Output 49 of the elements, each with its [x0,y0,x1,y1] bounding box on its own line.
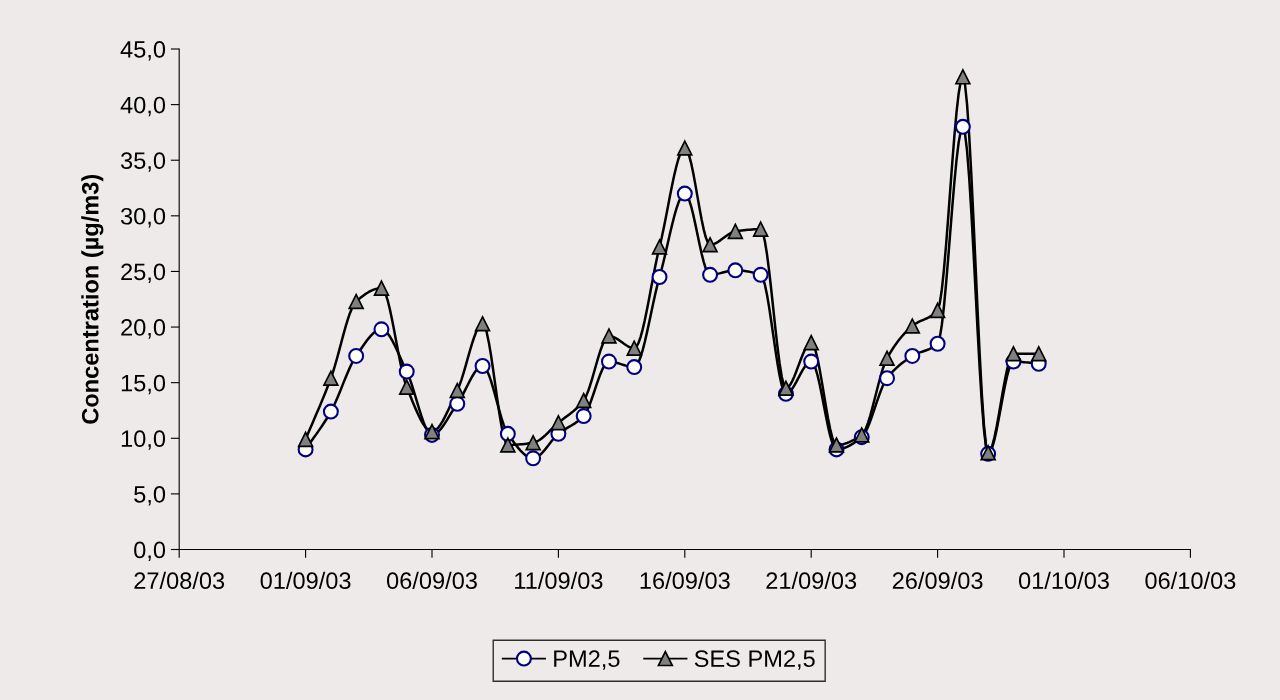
point [626,340,643,356]
point [550,414,567,431]
y-tick-label: 0,0 [134,541,166,562]
y-tick-label: 35,0 [120,152,166,172]
point [601,328,617,344]
x-tick-label: 01/09/03 [260,571,351,590]
point [500,437,516,453]
point [373,280,390,296]
point [474,315,491,332]
y-axis-title: Concentration (µg/m3) [81,174,104,424]
point [677,140,693,156]
point [778,380,794,397]
point [702,236,718,253]
y-tick-label: 45,0 [120,41,166,61]
x-tick-label: 06/10/03 [1145,571,1236,590]
y-tick-label: 10,0 [121,430,166,450]
point [297,431,314,448]
x-tick-label: 06/09/03 [386,571,477,590]
point [803,334,819,351]
y-tick-label: 15,0 [121,374,166,395]
point [323,370,339,386]
point [955,69,971,85]
point [879,350,895,366]
point [929,302,946,319]
x-tick-label: 11/09/03 [515,571,603,590]
point [1030,345,1047,362]
point [752,221,769,237]
point [904,318,921,334]
point [348,293,364,310]
x-tick-label: 01/10/03 [1018,571,1109,590]
x-tick-label: 21/09/03 [766,571,857,590]
x-tick-label: 16/09/03 [640,571,730,590]
point [449,382,466,399]
point [1005,345,1022,362]
point [727,223,744,240]
y-tick-label: 40,0 [120,96,166,117]
legend-label: SES PM2,5 [694,650,815,670]
y-tick-label: 25,0 [121,263,166,284]
x-tick-label: 26/09/03 [892,571,983,590]
x-tick-label: 27/08/03 [134,571,225,590]
point [398,379,415,395]
point [828,437,845,453]
point [525,434,541,451]
y-tick-label: 30,0 [120,207,166,228]
y-tick-label: 5,0 [134,485,166,506]
point [575,392,592,409]
point [651,239,668,255]
legend-label: PM2,5 [554,650,620,670]
y-tick-label: 20,0 [121,319,166,339]
